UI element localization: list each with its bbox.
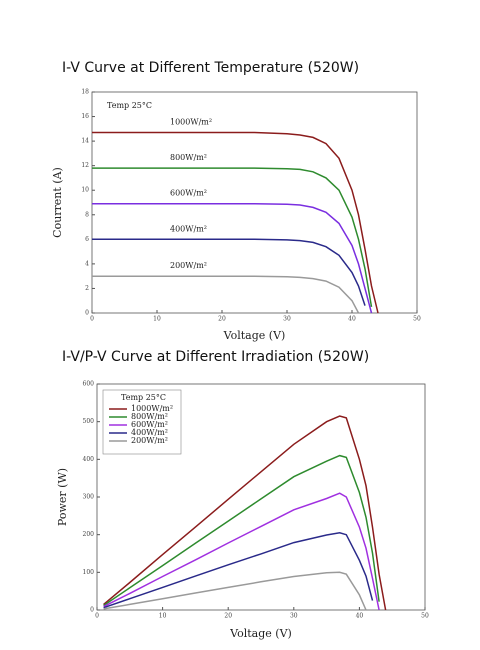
series-line bbox=[103, 571, 367, 611]
legend-label: 600W/m² bbox=[131, 420, 168, 429]
y-tick-label: 10 bbox=[81, 187, 89, 194]
y-axis-label: Power (W) bbox=[56, 468, 69, 526]
series-label: 800W/m² bbox=[170, 153, 207, 162]
x-axis-label: Voltage (V) bbox=[229, 627, 292, 640]
series-line bbox=[103, 532, 374, 609]
y-tick-label: 4 bbox=[85, 260, 89, 267]
y-tick-label: 200 bbox=[83, 531, 95, 538]
legend-label: 400W/m² bbox=[131, 428, 168, 437]
legend-label: 1000W/m² bbox=[131, 404, 173, 413]
plot-frame bbox=[91, 91, 418, 314]
x-tick-label: 50 bbox=[413, 316, 421, 323]
y-tick-label: 18 bbox=[81, 89, 89, 96]
series-line bbox=[92, 131, 379, 314]
y-tick-label: 400 bbox=[83, 456, 95, 463]
series-label: 200W/m² bbox=[170, 261, 207, 270]
series-line bbox=[92, 167, 373, 308]
x-axis-label: Voltage (V) bbox=[223, 329, 286, 342]
series-label: 400W/m² bbox=[170, 224, 207, 233]
y-tick-label: 600 bbox=[83, 381, 95, 388]
x-tick-label: 40 bbox=[356, 613, 364, 620]
x-tick-label: 10 bbox=[153, 316, 161, 323]
chart-title: I-V Curve at Different Temperature (520W… bbox=[62, 60, 359, 76]
x-tick-label: 20 bbox=[224, 613, 232, 620]
x-tick-label: 40 bbox=[348, 316, 356, 323]
x-tick-label: 20 bbox=[218, 316, 226, 323]
legend-box bbox=[102, 389, 182, 455]
series-line bbox=[103, 492, 380, 611]
series-line bbox=[92, 275, 360, 314]
x-tick-label: 30 bbox=[290, 613, 298, 620]
y-tick-label: 100 bbox=[83, 569, 95, 576]
chart-title: I-V/P-V Curve at Different Irradiation (… bbox=[62, 349, 369, 365]
annotation: Temp 25°C bbox=[121, 393, 166, 402]
legend-label: 200W/m² bbox=[131, 436, 168, 445]
y-tick-label: 14 bbox=[81, 138, 89, 145]
y-tick-label: 12 bbox=[81, 162, 89, 169]
series-line bbox=[92, 238, 366, 306]
series-line bbox=[103, 415, 387, 611]
y-tick-label: 500 bbox=[83, 418, 95, 425]
y-tick-label: 2 bbox=[85, 285, 89, 292]
x-tick-label: 0 bbox=[95, 613, 99, 620]
x-tick-label: 10 bbox=[159, 613, 167, 620]
y-axis-label: Courrent (A) bbox=[51, 167, 64, 238]
y-tick-label: 8 bbox=[85, 211, 89, 218]
x-tick-label: 30 bbox=[283, 316, 291, 323]
x-tick-label: 50 bbox=[421, 613, 429, 620]
y-tick-label: 300 bbox=[83, 494, 95, 501]
series-label: 600W/m² bbox=[170, 189, 207, 198]
series-line bbox=[92, 202, 373, 314]
series-line bbox=[103, 454, 380, 607]
series-label: 1000W/m² bbox=[170, 118, 212, 127]
annotation: Temp 25°C bbox=[107, 101, 152, 110]
y-tick-label: 0 bbox=[90, 607, 94, 614]
x-tick-label: 0 bbox=[90, 316, 94, 323]
y-tick-label: 16 bbox=[81, 113, 89, 120]
legend-label: 800W/m² bbox=[131, 412, 168, 421]
y-tick-label: 6 bbox=[85, 236, 89, 243]
y-tick-label: 0 bbox=[85, 310, 89, 317]
